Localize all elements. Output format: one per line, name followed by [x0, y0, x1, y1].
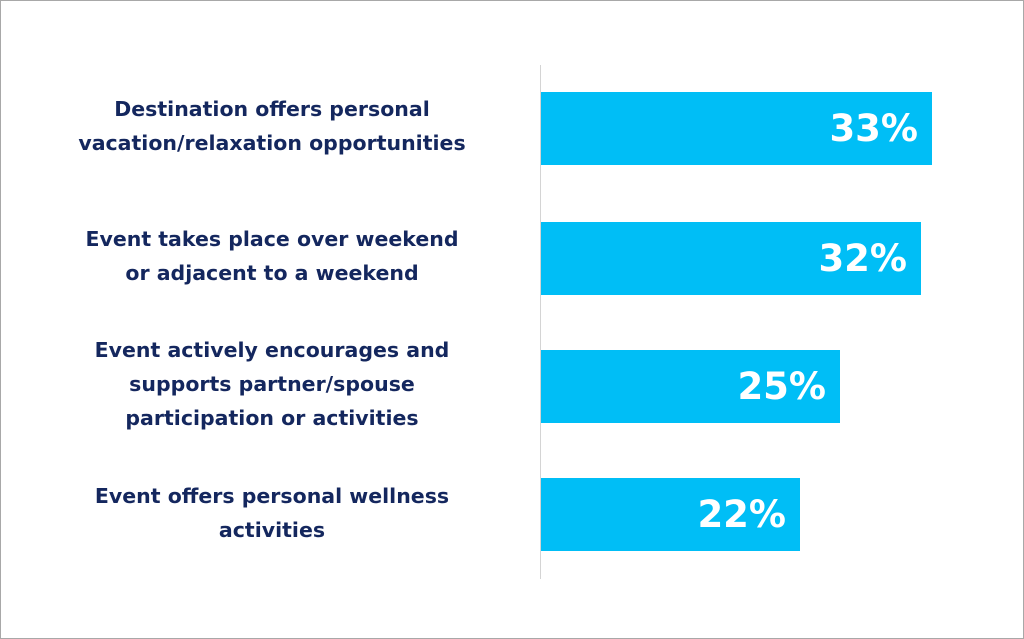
bar-value-label: 25%: [737, 365, 826, 408]
label-line: or adjacent to a weekend: [125, 261, 419, 285]
bar-value-label: 22%: [697, 493, 786, 536]
label-line: Destination offers personal: [114, 97, 430, 121]
bar-3: 25%: [541, 350, 840, 423]
y-axis-line: [540, 65, 541, 579]
label-line: Event takes place over weekend: [85, 227, 459, 251]
label-line: vacation/relaxation opportunities: [78, 131, 466, 155]
category-label-3: Event actively encourages and supports p…: [32, 333, 512, 435]
label-line: participation or activities: [125, 406, 419, 430]
category-label-2: Event takes place over weekend or adjace…: [32, 222, 512, 290]
label-line: Event actively encourages and: [94, 338, 450, 362]
label-line: activities: [218, 518, 326, 542]
category-label-1: Destination offers personal vacation/rel…: [32, 92, 512, 160]
category-label-4: Event offers personal wellness activitie…: [32, 479, 512, 547]
bar-1: 33%: [541, 92, 932, 165]
bar-value-label: 33%: [829, 107, 918, 150]
label-line: supports partner/spouse: [129, 372, 415, 396]
label-line: Event offers personal wellness: [94, 484, 450, 508]
bar-value-label: 32%: [818, 237, 907, 280]
bar-4: 22%: [541, 478, 800, 551]
bar-2: 32%: [541, 222, 921, 295]
